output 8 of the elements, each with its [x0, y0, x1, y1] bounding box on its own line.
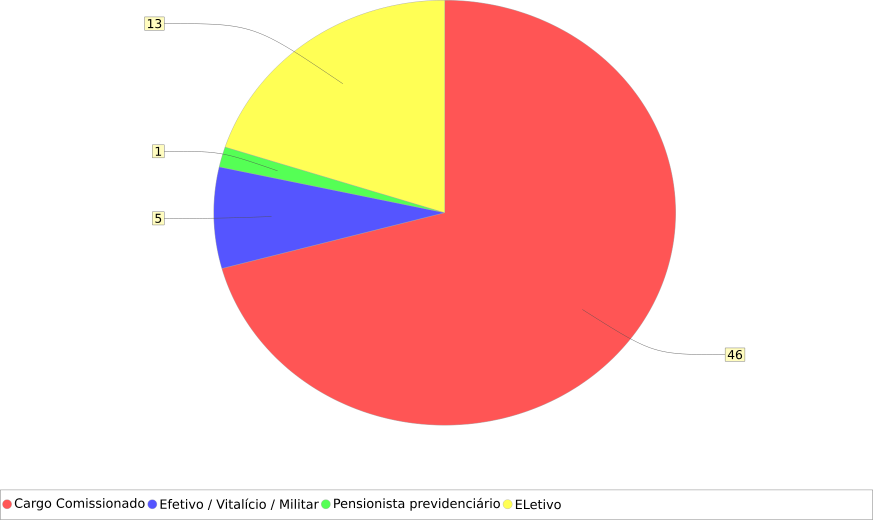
legend-label: ELetivo [516, 499, 561, 510]
data-label: 1 [156, 146, 162, 156]
legend-label: Pensionista previdenciário [334, 498, 500, 511]
legend-label: Cargo Comissionado [14, 498, 145, 511]
data-label: 5 [155, 214, 162, 223]
legend-label: Efetivo / Vitalício / Militar [160, 498, 319, 510]
data-label: 46 [728, 350, 742, 360]
data-label: 13 [148, 19, 162, 28]
